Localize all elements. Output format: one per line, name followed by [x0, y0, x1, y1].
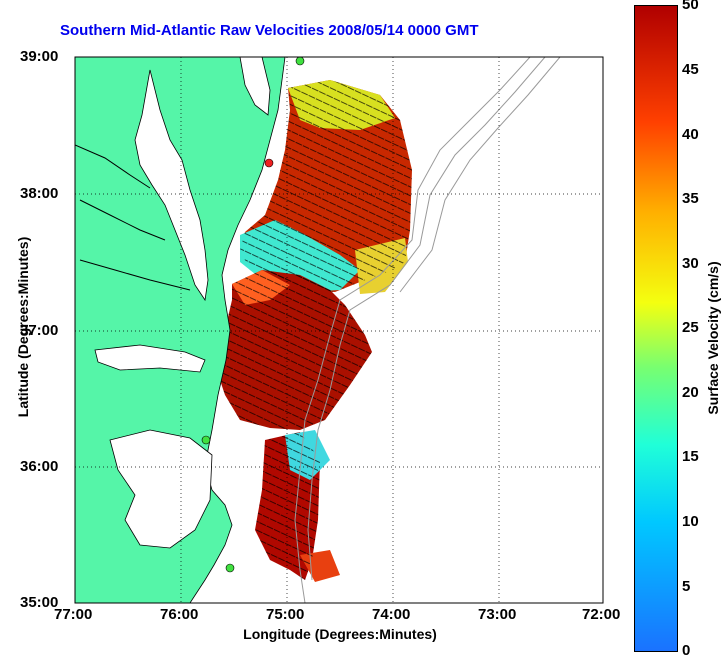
colorbar-tick-label: 30	[682, 255, 699, 272]
colorbar-tick-label: 35	[682, 190, 699, 207]
x-tick-label: 72:00	[582, 606, 621, 623]
colorbar-tick-label: 50	[682, 0, 699, 13]
delaware-bay	[239, 57, 271, 116]
colorbar-tick-label: 0	[682, 642, 691, 659]
y-axis-label: Latitude (Degrees:Minutes)	[15, 236, 31, 418]
colorbar-tick-label: 20	[682, 384, 699, 401]
colorbar-tick-label: 25	[682, 319, 699, 336]
albemarle-sound	[94, 344, 206, 373]
x-tick-label: 77:00	[54, 606, 93, 623]
colorbar-tick-label: 10	[682, 513, 699, 530]
x-tick-label: 74:00	[372, 606, 411, 623]
station-marker[interactable]	[264, 158, 274, 168]
velocity-arrows	[215, 80, 412, 580]
y-tick-label: 36:00	[20, 458, 59, 475]
x-tick-label: 76:00	[160, 606, 199, 623]
station-marker[interactable]	[295, 57, 305, 66]
map-title: Southern Mid-Atlantic Raw Velocities 200…	[60, 22, 479, 39]
station-marker[interactable]	[225, 563, 235, 573]
x-tick-label: 75:00	[266, 606, 305, 623]
colorbar-tick-label: 45	[682, 61, 699, 78]
river-potomac	[75, 144, 151, 189]
y-tick-label: 35:00	[20, 594, 59, 611]
colorbar-label: Surface Velocity (cm/s)	[705, 261, 721, 415]
colorbar-tick-label: 40	[682, 126, 699, 143]
y-tick-label: 39:00	[20, 48, 59, 65]
river-york-james	[79, 259, 191, 291]
river-rappahannock	[79, 199, 166, 241]
graticule	[75, 57, 603, 603]
velocity-field	[215, 80, 412, 582]
radar-stations	[201, 57, 305, 573]
pamlico-sound	[109, 429, 213, 549]
y-tick-label: 38:00	[20, 185, 59, 202]
x-tick-label: 73:00	[478, 606, 517, 623]
colorbar-tick-label: 15	[682, 448, 699, 465]
x-axis-label: Longitude (Degrees:Minutes)	[243, 626, 437, 642]
y-tick-label: 37:00	[20, 322, 59, 339]
station-marker[interactable]	[201, 435, 211, 445]
colorbar-tick-label: 5	[682, 578, 691, 595]
colorbar	[634, 5, 678, 652]
bathymetry-contours	[294, 57, 561, 603]
chesapeake-bay	[134, 69, 209, 302]
